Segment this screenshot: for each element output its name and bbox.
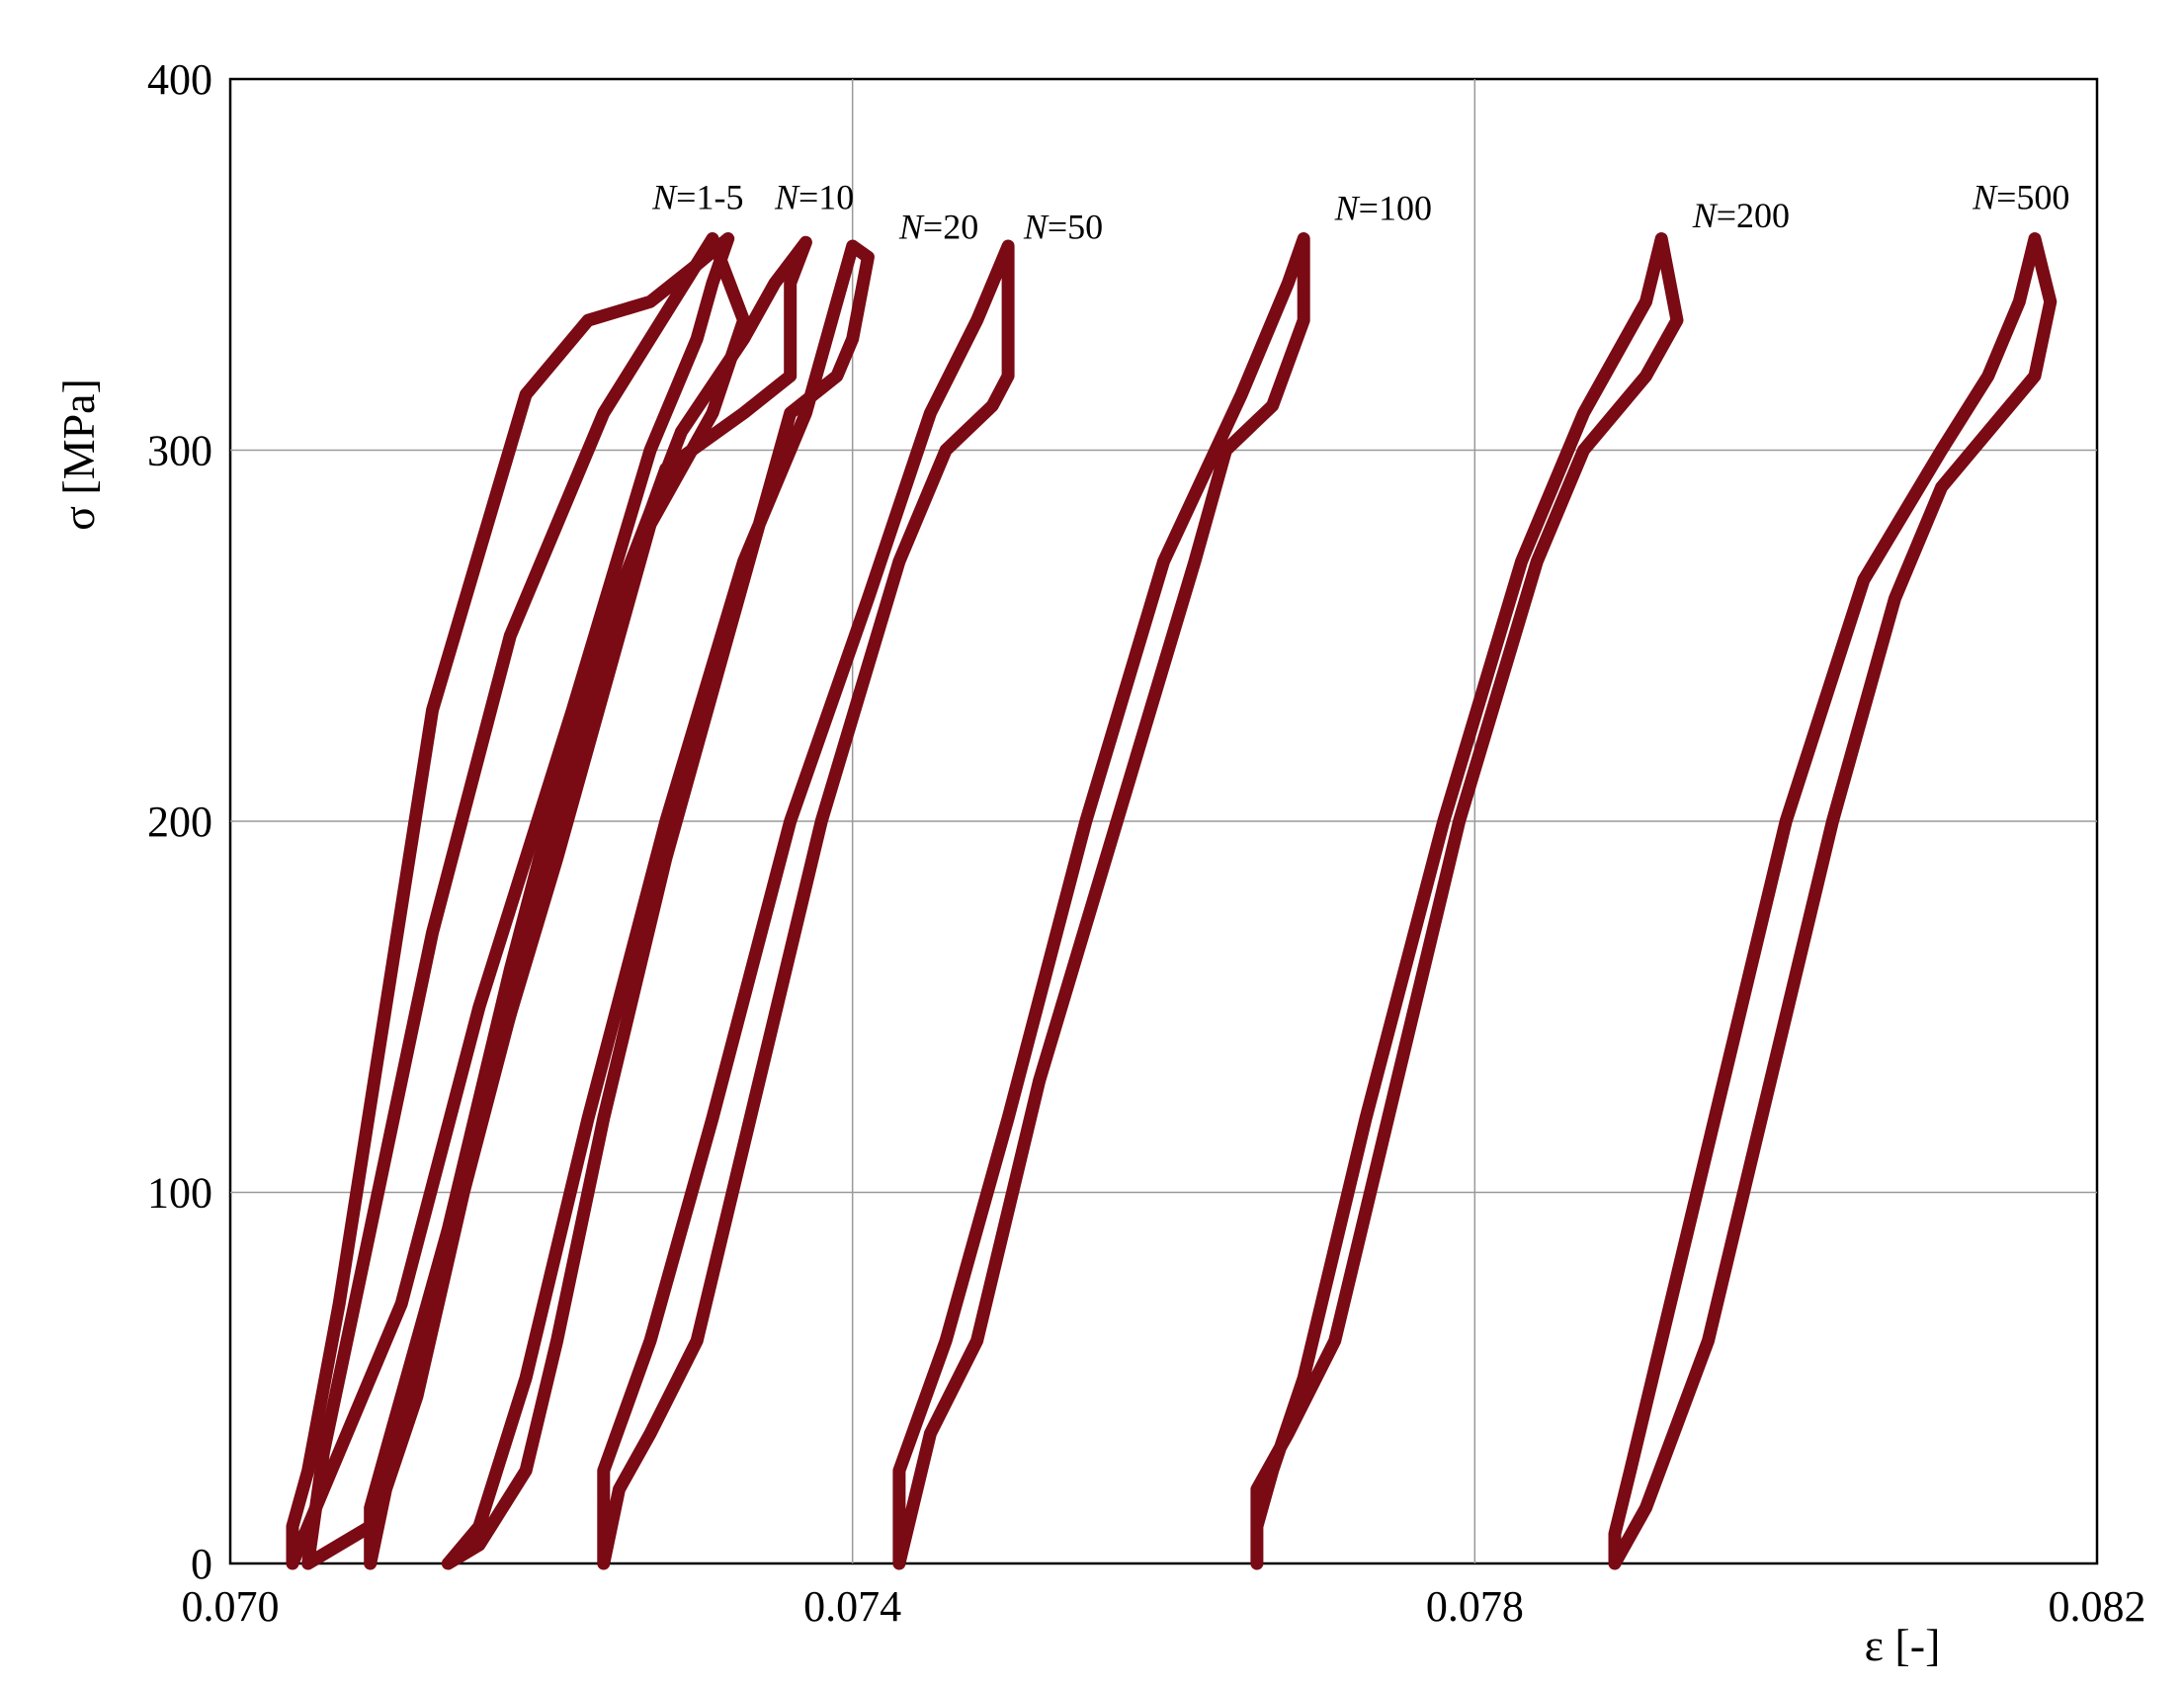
x-axis-label: ε [-] — [1865, 1620, 1941, 1670]
x-tick-label: 0.082 — [2049, 1582, 2146, 1631]
loop-label-4: N=20 — [898, 207, 978, 246]
loop-label-8: N=500 — [1972, 177, 2069, 216]
loop-label-6: N=100 — [1334, 189, 1432, 228]
loop-series-5 — [597, 239, 1015, 1570]
x-tick-label: 0.074 — [803, 1582, 901, 1631]
loop-label-3: N=10 — [774, 177, 854, 216]
loop-label-7: N=200 — [1692, 196, 1790, 235]
x-tick-label: 0.078 — [1426, 1582, 1524, 1631]
loop-series-6 — [892, 232, 1310, 1570]
y-tick-label: 300 — [147, 427, 212, 475]
y-tick-label: 100 — [147, 1169, 212, 1218]
x-tick-label: 0.070 — [182, 1582, 280, 1631]
y-tick-label: 200 — [147, 798, 212, 846]
y-tick-label: 0 — [191, 1540, 212, 1588]
loop-series-7 — [1250, 232, 1684, 1570]
y-axis-label: σ [MPa] — [53, 379, 104, 531]
y-tick-label: 400 — [147, 55, 212, 104]
loop-label-5: N=50 — [1023, 207, 1103, 246]
loop-series-3 — [364, 235, 812, 1570]
loop-series-4 — [441, 239, 875, 1570]
loop-label-1: N=1-5 — [651, 177, 743, 216]
loop-series-8 — [1608, 232, 2058, 1570]
